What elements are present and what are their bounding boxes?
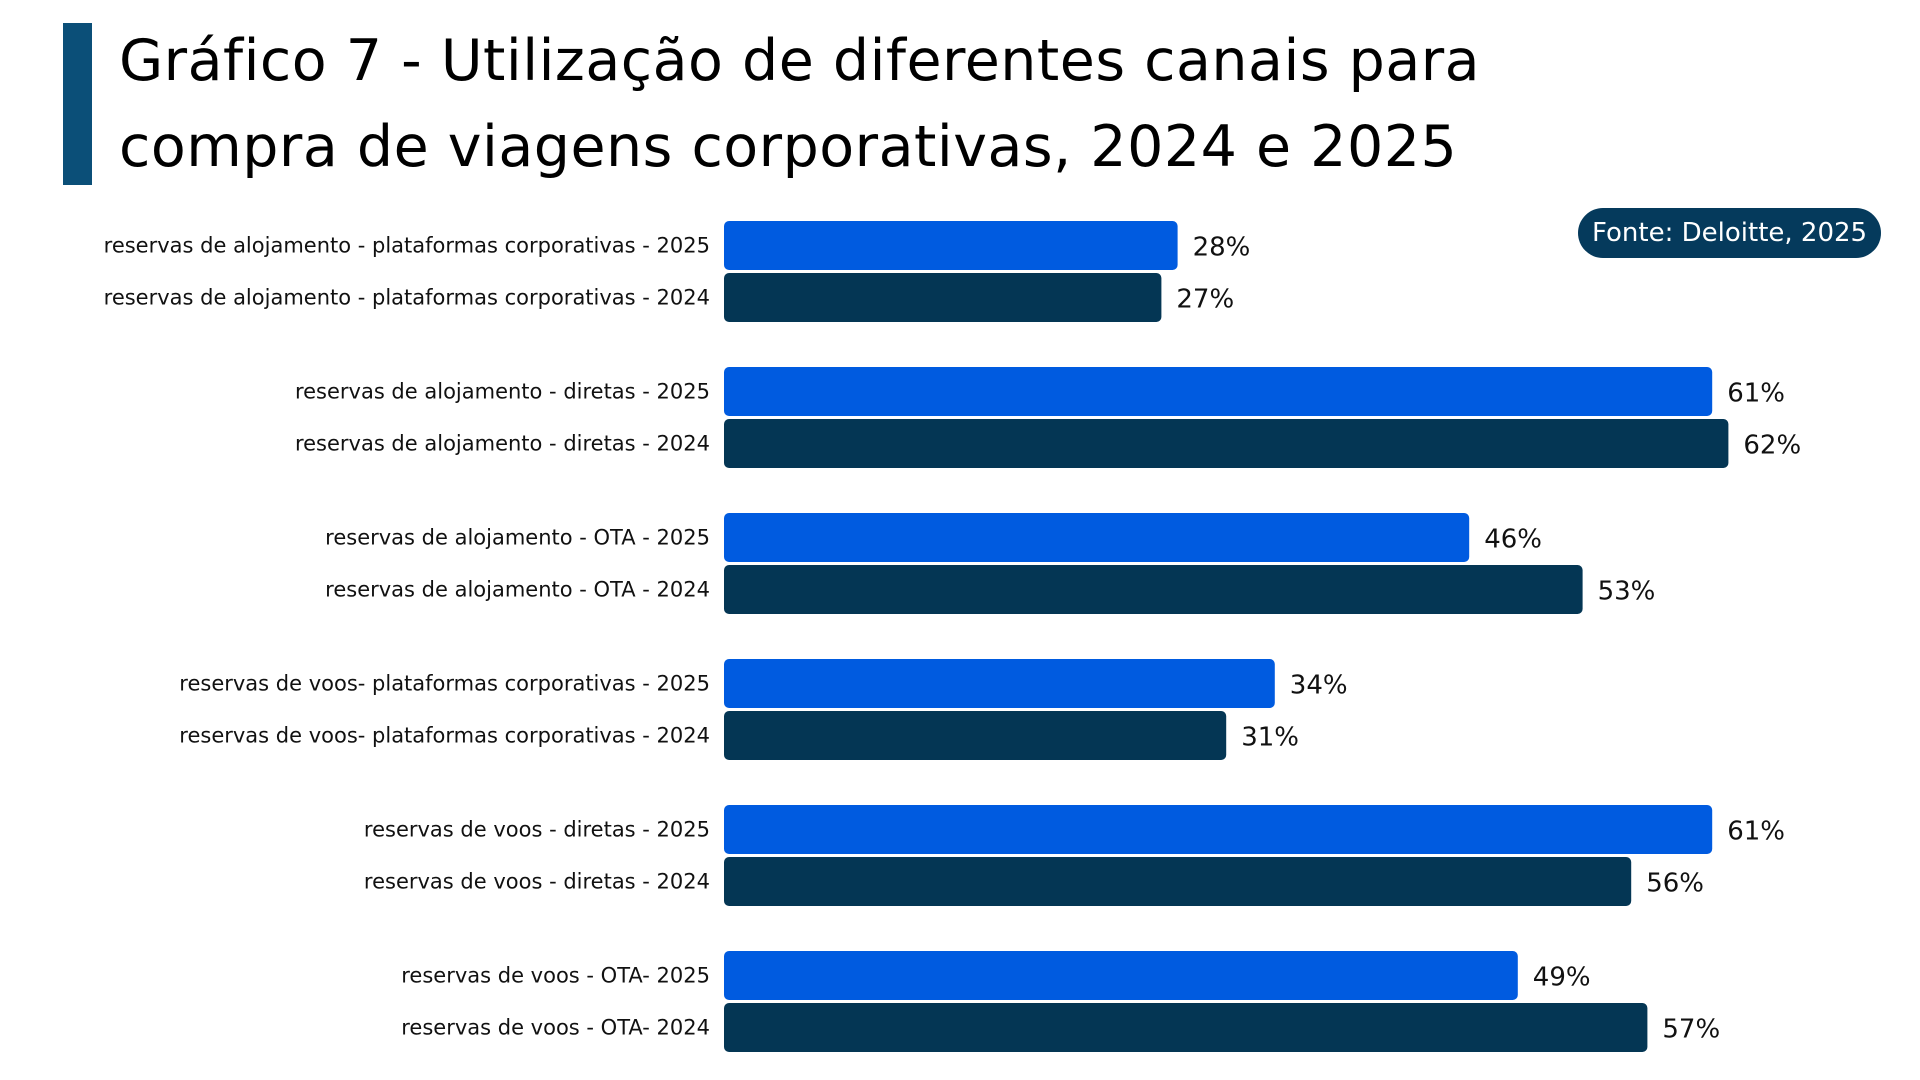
- title-accent-bar: [63, 23, 92, 185]
- bar-2025: [724, 659, 1275, 708]
- data-label: 57%: [1662, 1015, 1720, 1045]
- category-label: reservas de alojamento - plataformas cor…: [104, 286, 710, 310]
- data-label: 61%: [1727, 379, 1785, 409]
- chart-title-line-2: compra de viagens corporativas, 2024 e 2…: [119, 114, 1458, 180]
- data-label: 31%: [1241, 723, 1299, 753]
- bar-2025: [724, 513, 1470, 562]
- category-label: reservas de voos - diretas - 2024: [364, 870, 710, 894]
- bar-2024: [724, 565, 1583, 614]
- data-label: 56%: [1646, 869, 1704, 899]
- bar-2024: [724, 273, 1162, 322]
- bar-2024: [724, 1003, 1648, 1052]
- bar-2024: [724, 711, 1227, 760]
- bar-2024: [724, 419, 1729, 468]
- bar-2024: [724, 857, 1632, 906]
- data-label: 28%: [1193, 233, 1251, 263]
- category-label: reservas de alojamento - OTA - 2025: [325, 526, 710, 550]
- bar-2025: [724, 805, 1713, 854]
- category-label: reservas de voos - OTA- 2024: [401, 1016, 710, 1040]
- category-label: reservas de alojamento - diretas - 2025: [295, 380, 710, 404]
- data-label: 53%: [1598, 577, 1656, 607]
- data-label: 62%: [1743, 431, 1801, 461]
- data-label: 49%: [1533, 963, 1591, 993]
- chart-title-line-1: Gráfico 7 - Utilização de diferentes can…: [119, 28, 1481, 94]
- bar-2025: [724, 221, 1178, 270]
- data-label: 34%: [1290, 671, 1348, 701]
- data-label: 61%: [1727, 817, 1785, 847]
- category-label: reservas de voos- plataformas corporativ…: [179, 724, 710, 748]
- data-label: 46%: [1484, 525, 1542, 555]
- category-label: reservas de alojamento - plataformas cor…: [104, 234, 710, 258]
- category-label: reservas de voos - diretas - 2025: [364, 818, 710, 842]
- chart-title: Gráfico 7 - Utilização de diferentes can…: [119, 18, 1819, 190]
- bar-2025: [724, 951, 1518, 1000]
- category-label: reservas de voos - OTA- 2025: [401, 964, 710, 988]
- category-label: reservas de alojamento - diretas - 2024: [295, 432, 710, 456]
- source-badge: Fonte: Deloitte, 2025: [1578, 208, 1882, 258]
- category-label: reservas de voos- plataformas corporativ…: [179, 672, 710, 696]
- category-label: reservas de alojamento - OTA - 2024: [325, 578, 710, 602]
- bar-2025: [724, 367, 1713, 416]
- data-label: 27%: [1176, 285, 1234, 315]
